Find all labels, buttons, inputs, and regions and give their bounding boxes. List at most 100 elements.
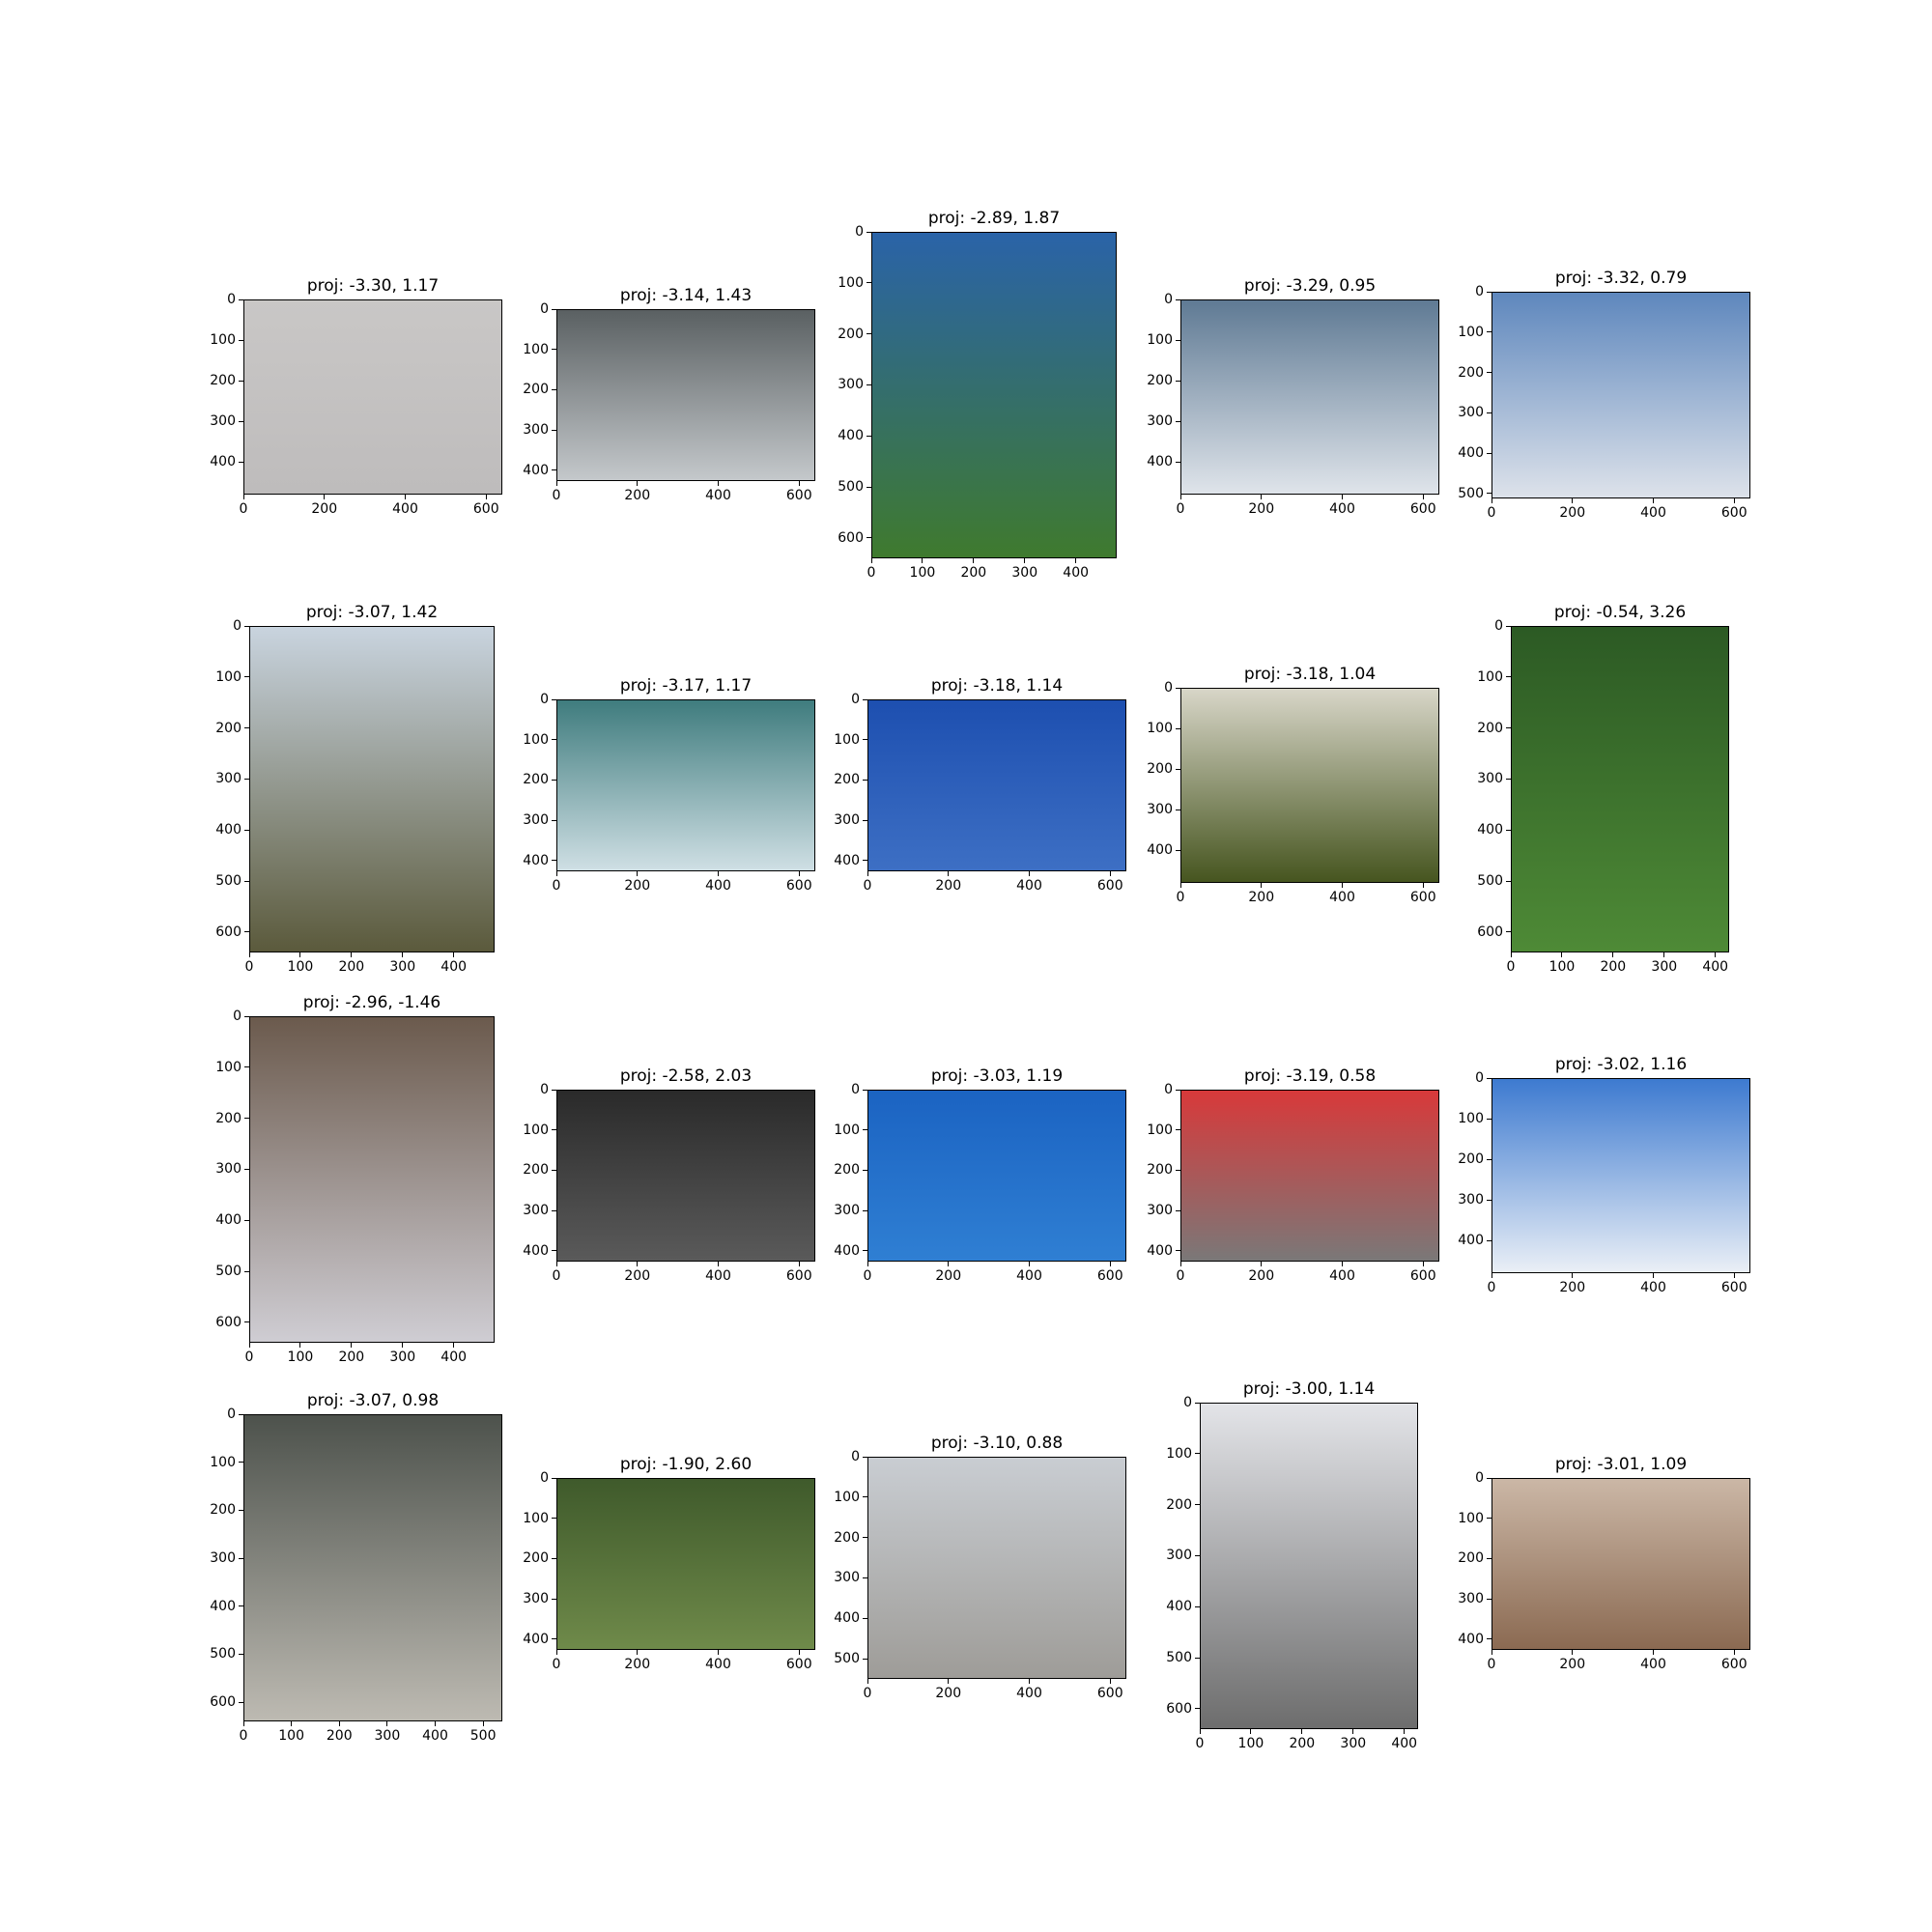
y-tick [1195, 1402, 1200, 1404]
y-tick-label: 400 [834, 852, 860, 868]
x-tick [867, 1679, 868, 1684]
x-tick [718, 1262, 719, 1266]
y-tick-label: 0 [227, 1406, 236, 1422]
x-tick [1109, 871, 1111, 876]
x-tick [1029, 871, 1030, 876]
panel-title: proj: -3.17, 1.17 [619, 676, 753, 696]
y-tick-label: 600 [210, 1694, 236, 1711]
y-tick-label: 200 [834, 1162, 860, 1179]
y-tick-label: 400 [523, 462, 549, 478]
x-tick-label: 600 [1720, 1657, 1747, 1672]
y-tick-label: 200 [523, 772, 549, 788]
x-tick-label: 300 [389, 959, 416, 975]
x-tick-label: 100 [909, 565, 936, 581]
y-tick-label: 200 [834, 772, 860, 788]
y-tick [552, 1638, 556, 1640]
panel-title: proj: -3.10, 0.88 [930, 1434, 1064, 1453]
y-tick-label: 300 [834, 812, 860, 829]
x-tick-label: 200 [1248, 501, 1275, 517]
x-tick-label: 600 [785, 1268, 812, 1284]
x-tick-label: 400 [392, 501, 418, 517]
x-tick [351, 952, 353, 957]
x-tick-label: 200 [338, 1350, 365, 1365]
x-tick [555, 481, 557, 486]
y-tick [1487, 331, 1492, 333]
photo-thumbnail [1200, 1403, 1418, 1729]
y-tick [239, 420, 243, 422]
x-tick-label: 200 [338, 959, 365, 975]
x-tick [798, 1262, 800, 1266]
x-tick-label: 0 [552, 1657, 561, 1672]
x-tick [798, 481, 800, 486]
y-tick [239, 298, 243, 300]
x-tick-label: 100 [278, 1728, 304, 1744]
y-tick-label: 200 [838, 326, 864, 342]
x-tick-label: 100 [287, 959, 314, 975]
y-tick-label: 400 [1147, 842, 1173, 859]
x-tick [1653, 498, 1654, 503]
y-tick-label: 0 [851, 692, 860, 707]
x-tick [242, 1721, 244, 1726]
x-tick [637, 1650, 639, 1655]
x-tick [637, 871, 639, 876]
x-tick [386, 1721, 388, 1726]
y-tick-label: 200 [1458, 1151, 1484, 1168]
x-tick [1250, 1729, 1252, 1734]
y-tick-label: 0 [233, 1009, 242, 1024]
y-tick [552, 1477, 556, 1479]
x-tick [1342, 1262, 1343, 1266]
x-tick [1715, 952, 1717, 957]
x-tick-label: 600 [1096, 1686, 1123, 1701]
x-tick [482, 1721, 484, 1726]
y-tick [1487, 372, 1492, 374]
y-tick-label: 100 [1458, 1510, 1484, 1526]
y-tick-label: 500 [1477, 873, 1503, 890]
x-tick-label: 0 [1487, 1280, 1496, 1295]
photo-thumbnail [867, 1090, 1126, 1262]
y-tick [552, 779, 556, 781]
x-tick-label: 400 [705, 878, 731, 894]
y-tick-label: 200 [834, 1529, 860, 1546]
y-tick [244, 1321, 249, 1323]
x-tick-label: 400 [705, 1268, 731, 1284]
y-tick [863, 739, 867, 741]
y-tick [1487, 1199, 1492, 1201]
x-tick-label: 400 [1640, 1280, 1666, 1295]
y-tick [1487, 1118, 1492, 1120]
x-tick [555, 871, 557, 876]
y-tick [1176, 339, 1180, 341]
y-tick [1176, 1129, 1180, 1131]
y-tick [863, 1537, 867, 1539]
x-tick-label: 0 [552, 1268, 561, 1284]
x-tick-label: 600 [1096, 1268, 1123, 1284]
panel-title: proj: -3.32, 0.79 [1554, 269, 1688, 288]
y-tick [239, 1462, 243, 1463]
y-tick [863, 1496, 867, 1498]
y-tick-label: 0 [1475, 284, 1484, 299]
x-tick-label: 400 [705, 488, 731, 503]
x-tick [1572, 1273, 1574, 1278]
x-tick [453, 952, 455, 957]
x-tick-label: 0 [552, 878, 561, 894]
x-tick-label: 200 [1600, 959, 1627, 975]
y-tick [1487, 1638, 1492, 1640]
panel-title: proj: -2.89, 1.87 [927, 209, 1061, 228]
x-tick [798, 871, 800, 876]
x-tick [555, 1262, 557, 1266]
x-tick [1342, 495, 1343, 499]
y-tick-label: 0 [540, 301, 549, 317]
x-tick-label: 100 [1548, 959, 1576, 975]
y-tick-label: 400 [1458, 1233, 1484, 1249]
y-tick-label: 100 [1147, 332, 1173, 349]
y-tick-label: 200 [1458, 1550, 1484, 1567]
y-tick [1176, 1169, 1180, 1171]
y-tick-label: 0 [1183, 1395, 1192, 1410]
y-tick-label: 100 [215, 1059, 242, 1075]
x-tick [867, 871, 868, 876]
y-tick-label: 400 [838, 428, 864, 444]
x-tick [485, 495, 487, 499]
x-tick [718, 871, 719, 876]
x-tick-label: 0 [239, 501, 248, 517]
y-tick [552, 1209, 556, 1211]
y-tick-label: 400 [215, 822, 242, 838]
